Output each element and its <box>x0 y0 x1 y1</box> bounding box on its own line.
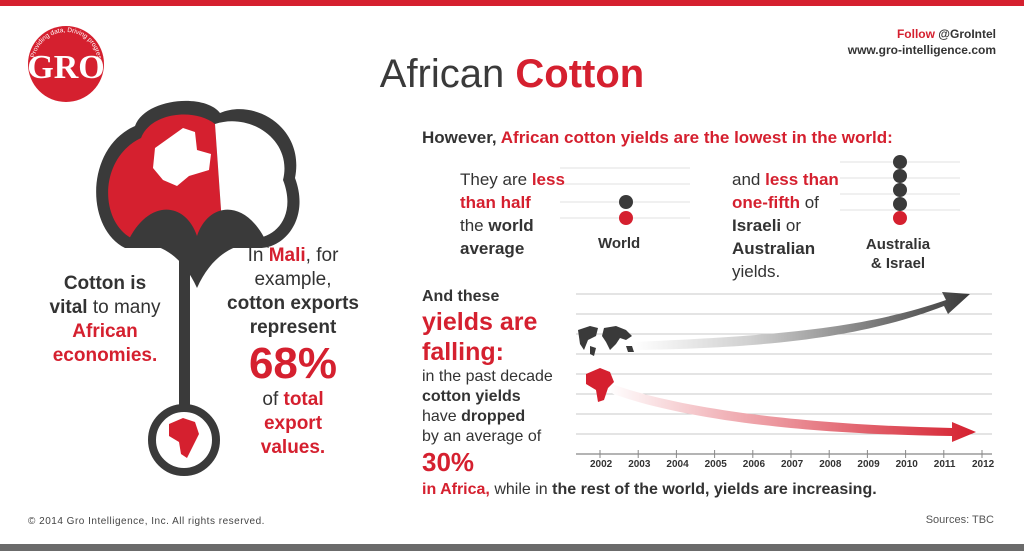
ai-label-line-2: & Israel <box>870 255 926 272</box>
mali-in: In <box>247 245 269 266</box>
ai-label-line-1: Australia <box>865 236 931 253</box>
follow-handle[interactable]: @GroIntel <box>938 27 996 41</box>
x-tick-label: 2011 <box>933 459 956 470</box>
mali-values: values. <box>260 437 326 458</box>
left-panel: Cotton is vital to many African economie… <box>30 272 180 368</box>
world-dot-red <box>619 211 633 225</box>
copyright: © 2014 Gro Intelligence, Inc. All rights… <box>28 516 265 527</box>
mali-export: export <box>263 413 323 434</box>
headline-prefix: However, <box>422 128 501 147</box>
x-tick-label: 2004 <box>666 459 689 470</box>
x-tick-label: 2003 <box>628 459 651 470</box>
page-title: African Cotton <box>0 52 1024 97</box>
falling-percent: 30% <box>422 447 475 477</box>
follow-label: Follow <box>896 27 935 41</box>
falling-line-4: by an average of <box>422 428 542 445</box>
mali-total: total <box>283 389 324 410</box>
world-guide-lines <box>560 167 690 225</box>
in-africa: in Africa, <box>422 481 490 498</box>
world-comparison: They are less than half the world averag… <box>460 168 590 260</box>
follow-block: Follow @GroIntel www.gro-intelligence.co… <box>848 26 996 58</box>
falling-line-3a: have <box>422 408 462 425</box>
falling-panel: And these yields are falling: in the pas… <box>422 287 582 477</box>
less-than: less than <box>765 170 839 189</box>
average-word: average <box>460 239 525 258</box>
left-line-4: economies. <box>52 345 158 366</box>
mali-line-4: represent <box>249 317 337 338</box>
logo-letters: GRO <box>27 49 104 86</box>
mali-example: example, <box>254 269 332 290</box>
falling-intro: And these <box>422 288 500 305</box>
mali-of: of <box>262 389 284 410</box>
left-line-1: Cotton is <box>63 273 147 294</box>
left-line-2b: to many <box>87 297 161 318</box>
bottom-statement: in Africa, while in the rest of the worl… <box>422 481 877 499</box>
bottom-bar <box>0 544 1024 551</box>
x-tick-label: 2012 <box>972 459 995 470</box>
series-africa <box>608 384 976 442</box>
falling-big-2: falling: <box>422 338 504 366</box>
mali-country: Mali <box>268 245 306 266</box>
israeli-word: Israeli <box>732 216 782 235</box>
falling-line-1: in the past decade <box>422 368 553 385</box>
x-tick-label: 2005 <box>704 459 727 470</box>
world-label: World <box>598 235 641 252</box>
mali-panel: In Mali, for example, cotton exports rep… <box>208 244 378 460</box>
x-tick-label: 2007 <box>781 459 804 470</box>
falling-line-2: cotton yields <box>422 388 521 405</box>
falling-big-1: yields are <box>422 308 538 336</box>
falling-line-3b: dropped <box>461 408 526 425</box>
mali-for: , for <box>305 245 339 266</box>
yields-headline: However, African cotton yields are the l… <box>422 128 893 148</box>
than-half: than half <box>460 193 531 212</box>
africa-chart-icon <box>586 368 614 402</box>
world-map-icon <box>578 326 634 356</box>
gro-logo: GRO Providing data, Driving progress <box>27 26 105 102</box>
left-line-2a: vital <box>49 297 88 318</box>
and-word: and <box>732 170 766 189</box>
cotton-boll-icon <box>96 100 300 476</box>
the-word: the <box>460 216 489 235</box>
x-tick-label: 2006 <box>742 459 766 470</box>
less-word: less <box>531 170 565 189</box>
or-word: or <box>781 216 801 235</box>
left-line-3: African <box>72 321 138 342</box>
top-accent-bar <box>0 0 1024 6</box>
x-tick-label: 2010 <box>895 459 918 470</box>
mali-map-icon <box>153 128 211 186</box>
africa-map-icon <box>169 418 199 458</box>
x-tick-label: 2002 <box>590 459 613 470</box>
australia-israel-comparison: and less than one-fifth of Israeli or Au… <box>732 168 872 283</box>
dot-stack-icon <box>840 155 960 225</box>
x-tick-label: 2009 <box>857 459 880 470</box>
series-rest-of-world <box>632 292 970 350</box>
title-prefix: African <box>379 52 505 96</box>
rest-of-world: the rest of the world, yields are increa… <box>552 481 873 498</box>
australia-israel-label: Australia & Israel <box>858 235 938 273</box>
world-dot-dark <box>619 195 633 209</box>
mali-line-3: cotton exports <box>227 293 359 314</box>
mali-percent: 68% <box>248 339 338 388</box>
they-are: They are <box>460 170 532 189</box>
australian-word: Australian <box>732 239 816 258</box>
one-fifth: one-fifth <box>732 193 800 212</box>
title-accent: Cotton <box>515 52 645 96</box>
of-word: of <box>799 193 819 212</box>
website-link[interactable]: www.gro-intelligence.com <box>847 43 996 57</box>
yield-trend-chart <box>576 292 992 458</box>
yields-word: yields. <box>732 262 781 281</box>
period: . <box>872 481 877 498</box>
x-tick-label: 2008 <box>819 459 842 470</box>
world-word: world <box>488 216 534 235</box>
headline-accent: African cotton yields are the lowest in … <box>500 128 893 147</box>
while-in: while in <box>489 481 553 498</box>
sources: Sources: TBC <box>925 514 994 526</box>
